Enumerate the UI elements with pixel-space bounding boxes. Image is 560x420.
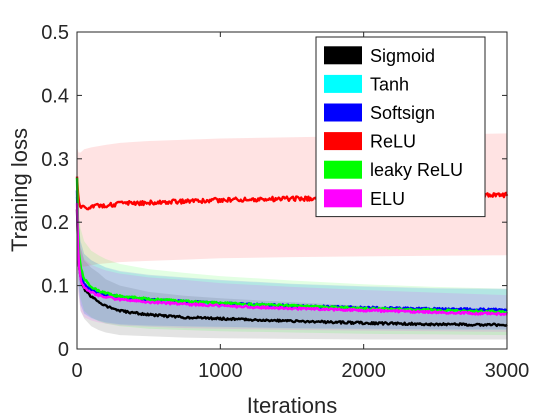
y-axis-label: Training loss: [7, 128, 32, 252]
legend-label-relu: ReLU: [370, 132, 416, 152]
axes-box: [76, 31, 508, 350]
legend-label-leaky-relu: leaky ReLU: [370, 160, 463, 180]
x-tick-label: 2000: [341, 360, 386, 382]
x-axis-label: Iterations: [247, 393, 338, 418]
legend-box: [315, 36, 486, 218]
ticks-layer: 0 1000 2000 3000 0 0.1 0.2 0.3 0.4 0.5: [41, 22, 529, 382]
legend: Sigmoid Tanh Softsign ReLU leaky ReLU ELU: [315, 36, 486, 218]
y-tick-label: 0.5: [41, 22, 69, 44]
legend-label-softsign: Softsign: [370, 103, 435, 123]
x-tick-label: 1000: [198, 360, 243, 382]
y-tick-label: 0: [58, 339, 69, 361]
y-tick-label: 0.4: [41, 85, 69, 107]
band-softsign: [77, 158, 507, 330]
x-tick-label: 3000: [485, 360, 530, 382]
legend-label-elu: ELU: [370, 189, 405, 209]
axes-layer: [76, 31, 508, 350]
band-leaky-relu: [77, 158, 507, 336]
legend-label-sigmoid: Sigmoid: [370, 46, 435, 66]
legend-swatch-tanh: [324, 74, 362, 93]
legend-swatch-relu: [324, 132, 362, 151]
legend-swatch-softsign: [324, 103, 362, 122]
band-tanh: [77, 165, 507, 330]
band-sigmoid: [77, 177, 507, 340]
band-elu: [77, 171, 507, 332]
legend-swatch-sigmoid: [324, 46, 362, 65]
legend-swatch-leaky-relu: [324, 160, 362, 179]
legend-label-tanh: Tanh: [370, 74, 409, 94]
series-line-sigmoid: [75, 209, 508, 328]
legend-swatch-elu: [324, 189, 362, 208]
y-tick-label: 0.1: [41, 276, 69, 298]
y-tick-label: 0.3: [41, 149, 69, 171]
series-line-leaky-relu: [75, 177, 508, 315]
x-tick-label: 0: [71, 360, 82, 382]
series-line-elu: [75, 203, 508, 317]
y-tick-label: 0.2: [41, 212, 69, 234]
